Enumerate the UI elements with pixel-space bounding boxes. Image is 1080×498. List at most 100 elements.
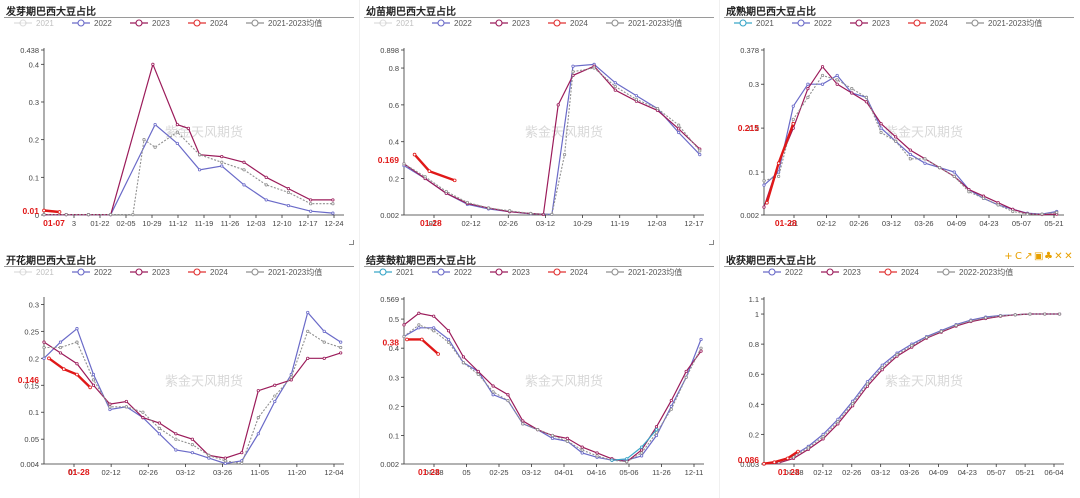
- legend-item-2021-2023均值[interactable]: 2021-2023均值: [966, 18, 1042, 28]
- x-tick-label: 01-: [429, 219, 440, 228]
- legend-item-2021-2023均值[interactable]: 2021-2023均值: [246, 267, 322, 277]
- data-point: [432, 314, 436, 318]
- legend-item-2023[interactable]: 2023: [130, 19, 170, 28]
- legend-item-2021[interactable]: 2021: [14, 268, 54, 277]
- data-point: [580, 451, 584, 455]
- legend-item-2022[interactable]: 2022: [792, 19, 832, 28]
- chart-svg[interactable]: 2021 2022 2023 2024 2021-2023均值 0.002 0.2 0.4 0.…: [360, 0, 720, 249]
- data-point: [264, 175, 268, 179]
- x-tick-label: 02-12: [817, 219, 836, 228]
- data-point: [108, 405, 112, 409]
- chart-svg[interactable]: 2021 2022 2023 2024 2021-2023均值 0 0.1 0.2 0.3 0.4…: [0, 0, 360, 249]
- y-tick-label: 0.002: [380, 460, 399, 469]
- legend-label: 2021-2023均值: [628, 267, 682, 277]
- y-tick-label: 0.1: [29, 173, 39, 182]
- data-point: [142, 138, 146, 142]
- data-point: [895, 353, 899, 357]
- data-point: [402, 162, 406, 166]
- data-point: [446, 329, 451, 333]
- x-tick-label: 12-17: [684, 219, 703, 228]
- data-point: [625, 460, 629, 464]
- legend-item-2021-2023均值[interactable]: 2021-2023均值: [606, 18, 682, 28]
- data-point: [75, 340, 79, 344]
- legend-item-2021-2023均值[interactable]: 2021-2023均值: [606, 267, 682, 277]
- y-tick-label: 0.1: [749, 168, 759, 177]
- data-view-icon[interactable]: ♣: [1044, 251, 1054, 262]
- legend-item-2024[interactable]: 2024: [188, 19, 228, 28]
- resize-handle[interactable]: [349, 240, 354, 245]
- legend-item-2022[interactable]: 2022: [763, 268, 803, 277]
- data-point: [175, 122, 179, 127]
- x-tick-label: 02-12: [462, 219, 481, 228]
- data-point: [108, 402, 112, 406]
- legend-item-2024[interactable]: 2024: [188, 268, 228, 277]
- legend-item-2023[interactable]: 2023: [821, 268, 861, 277]
- legend-item-2021[interactable]: 2021: [14, 19, 54, 28]
- data-point: [88, 385, 92, 390]
- data-point: [984, 316, 988, 320]
- legend-item-2024[interactable]: 2024: [879, 268, 919, 277]
- data-point: [1028, 312, 1032, 316]
- chart-svg[interactable]: 2021 2022 2023 2024 2021-2023均值0.0020.10.20.…: [360, 249, 720, 498]
- legend-swatch-marker: [193, 19, 201, 27]
- series-2021: [610, 428, 659, 462]
- legend-swatch-marker: [495, 19, 503, 27]
- export-icon[interactable]: ↗: [1024, 251, 1034, 262]
- data-point: [791, 121, 796, 126]
- chart-svg[interactable]: 2021 2022 2023 2024 2021-2023均值0.0020.10.20.…: [720, 0, 1080, 249]
- current-value-marker: 0.146: [18, 375, 40, 385]
- data-point: [465, 200, 469, 205]
- data-point: [910, 344, 914, 348]
- save-image-icon[interactable]: ▣: [1034, 251, 1045, 262]
- data-point: [256, 432, 260, 436]
- resize-handle[interactable]: [709, 240, 714, 245]
- legend-item-2022-2023均值[interactable]: 2022-2023均值: [937, 267, 1013, 277]
- series-line: [44, 62, 333, 216]
- data-point: [175, 141, 179, 146]
- legend-item-2023[interactable]: 2023: [850, 19, 890, 28]
- data-point: [220, 164, 224, 168]
- legend-item-2022[interactable]: 2022: [432, 268, 472, 277]
- restore-icon[interactable]: C: [1015, 251, 1023, 262]
- y-tick-label: 0: [35, 211, 39, 220]
- watermark: 紫金天风期货: [885, 125, 963, 141]
- chart-svg[interactable]: 2021 2022 2023 2024 2021-2023均值 0.004 0.05 0.1 0…: [0, 249, 360, 498]
- data-point: [821, 435, 825, 439]
- data-point: [75, 372, 79, 377]
- data-point: [446, 337, 451, 342]
- data-point: [331, 211, 335, 215]
- data-point: [186, 126, 191, 130]
- data-point: [669, 407, 673, 411]
- clear-icon[interactable]: ✕: [1054, 251, 1064, 262]
- legend-item-2023[interactable]: 2023: [490, 19, 530, 28]
- data-point: [289, 375, 293, 379]
- legend-item-2021-2023均值[interactable]: 2021-2023均值: [246, 18, 322, 28]
- x-tick-label: 03-12: [871, 468, 890, 477]
- series-line: [611, 429, 657, 461]
- legend-item-2024[interactable]: 2024: [548, 19, 588, 28]
- legend-item-2022[interactable]: 2022: [432, 19, 472, 28]
- y-tick-label: 0.8: [749, 340, 759, 349]
- y-tick-label: 0.8: [389, 64, 399, 73]
- chart-svg[interactable]: 2022 2023 2024 2022-2023均值 0.003 0.2 0.4 0.6 0.8…: [720, 249, 1080, 498]
- x-tick-label: 03-12: [882, 219, 901, 228]
- series-2024: [412, 152, 457, 183]
- legend-item-2023[interactable]: 2023: [130, 268, 170, 277]
- data-point: [820, 73, 825, 78]
- legend-label: 2023: [872, 19, 890, 28]
- series-2022: [402, 326, 703, 462]
- close-icon[interactable]: ✕: [1064, 251, 1074, 262]
- legend-item-2022[interactable]: 2022: [72, 268, 112, 277]
- legend-item-2022[interactable]: 2022: [72, 19, 112, 28]
- legend-item-2024[interactable]: 2024: [908, 19, 948, 28]
- data-point: [322, 356, 326, 360]
- legend-item-2021[interactable]: 2021: [374, 19, 414, 28]
- data-point: [1025, 212, 1030, 216]
- legend-item-2023[interactable]: 2023: [490, 268, 530, 277]
- x-tick-label: 04-16: [587, 468, 606, 477]
- legend-item-2024[interactable]: 2024: [548, 268, 588, 277]
- zoom-in-icon[interactable]: +: [1004, 251, 1014, 262]
- x-tick-label: 01-28: [784, 468, 803, 477]
- legend-item-2021[interactable]: 2021: [734, 19, 774, 28]
- legend-item-2021[interactable]: 2021: [374, 268, 414, 277]
